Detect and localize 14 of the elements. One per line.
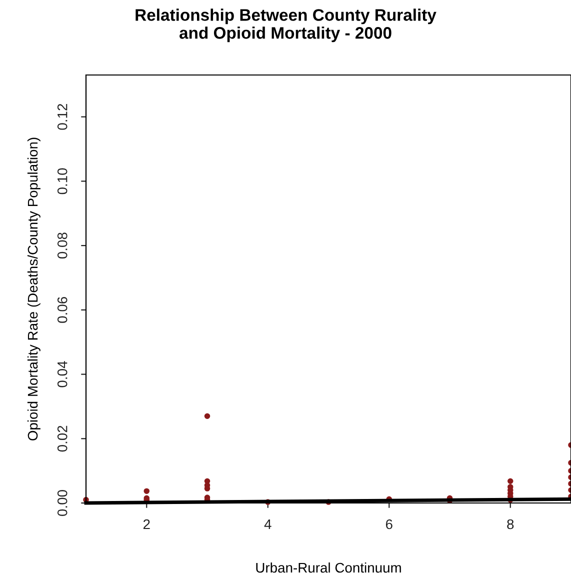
x-tick-label: 4: [264, 519, 272, 530]
y-tick-label: 0.00: [57, 490, 68, 516]
chart-title: Relationship Between County Rurality and Opioid Mortality - 2000: [136, 8, 436, 42]
y-tick-label: 0.06: [57, 297, 68, 323]
x-axis-title: Urban-Rural Continuum: [256, 562, 401, 573]
x-tick-label: 2: [143, 519, 150, 530]
y-axis-title: Opioid Mortality Rate (Deaths/County Population): [27, 138, 40, 440]
x-tick-label: 6: [386, 519, 392, 530]
y-tick-label: 0.02: [57, 426, 68, 452]
y-tick-label: 0.12: [57, 104, 68, 130]
y-tick-label: 0.10: [57, 168, 68, 194]
x-tick-label: 8: [507, 519, 514, 530]
y-tick-label: 0.08: [57, 232, 68, 259]
y-tick-label: 0.04: [57, 361, 68, 388]
